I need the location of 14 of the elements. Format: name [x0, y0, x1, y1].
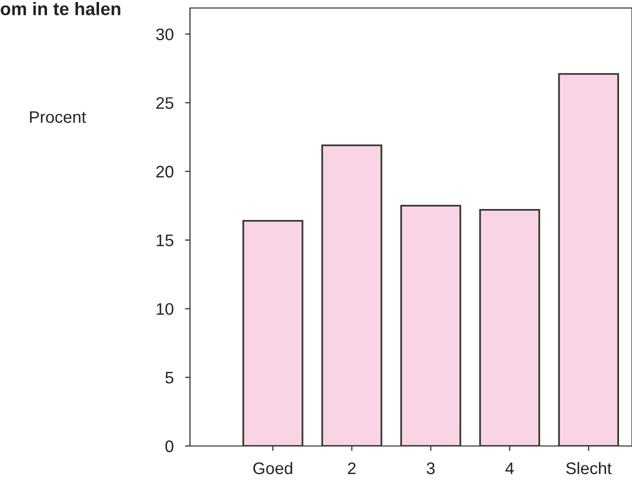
chart-title: om in te halen: [0, 2, 120, 16]
x-tick-label: 2: [348, 462, 356, 474]
y-axis-title: Procent: [30, 111, 86, 123]
y-tick-label: 5: [165, 372, 174, 384]
x-tick-label: 4: [505, 462, 514, 474]
y-tick-label: 25: [156, 97, 174, 109]
x-tick-label: Goed: [253, 462, 292, 474]
y-tick-label: 15: [156, 234, 174, 246]
y-tick-label: 20: [156, 166, 174, 178]
y-tick-label: 30: [156, 28, 174, 40]
x-tick-label: 3: [426, 462, 435, 474]
y-tick-label: 0: [165, 440, 174, 452]
x-tick-label: Slecht: [566, 462, 612, 474]
y-tick-label: 10: [156, 303, 174, 315]
